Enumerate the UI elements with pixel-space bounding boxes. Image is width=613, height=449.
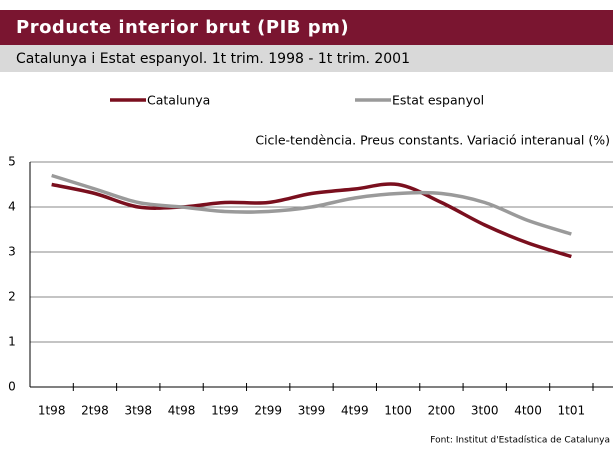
y-tick-label: 5 — [8, 155, 16, 169]
x-tick-label: 2t00 — [428, 404, 456, 418]
line-series — [51, 173, 572, 236]
x-tick-label: 3t00 — [471, 404, 499, 418]
x-tick-label: 3t98 — [124, 404, 152, 418]
x-tick-label: 1t99 — [211, 404, 239, 418]
x-tick-label: 2t99 — [254, 404, 282, 418]
source: Font: Institut d'Estadística de Cataluny… — [430, 436, 610, 446]
x-tick-label: 4t98 — [168, 404, 196, 418]
annotation: Cicle-tendència. Preus constants. Variac… — [255, 133, 610, 148]
x-tick-label: 2t98 — [81, 404, 109, 418]
title-band — [0, 10, 613, 45]
x-tick-label: 4t99 — [341, 404, 369, 418]
y-tick-label: 1 — [8, 335, 16, 349]
chart-subtitle: Catalunya i Estat espanyol. 1t trim. 199… — [16, 51, 410, 67]
y-tick-label: 4 — [8, 200, 16, 214]
legend-label: Estat espanyol — [392, 93, 484, 108]
x-tick-label: 1t01 — [558, 404, 586, 418]
legend-label: Catalunya — [147, 93, 210, 108]
x-tick-label: 1t98 — [38, 404, 66, 418]
line-series — [51, 182, 572, 259]
subtitle-band — [0, 45, 613, 72]
y-tick-label: 2 — [8, 290, 16, 304]
y-tick-label: 0 — [8, 380, 16, 394]
x-tick-label: 3t99 — [298, 404, 326, 418]
x-tick-label: 1t00 — [384, 404, 412, 418]
x-tick-label: 4t00 — [514, 404, 542, 418]
y-tick-label: 3 — [8, 245, 16, 259]
chart-title: Producte interior brut (PIB pm) — [16, 17, 349, 38]
